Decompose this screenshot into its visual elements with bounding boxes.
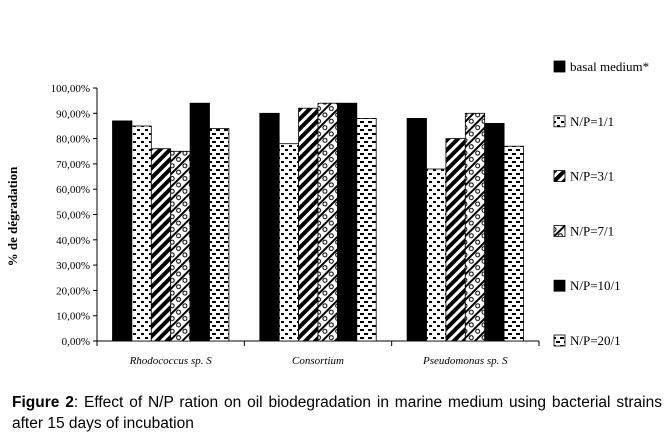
bar-n-p-20-1-0	[209, 128, 230, 342]
caption-label: Figure 2	[12, 394, 74, 411]
bar-n-p-1-1-2	[426, 168, 447, 342]
bar-n-p-10-1-0	[189, 102, 210, 342]
legend-label: N/P=3/1	[570, 169, 614, 184]
y-tick-label: 90,00%	[56, 108, 90, 120]
x-category-label: Rhodococcus sp. S	[129, 355, 213, 367]
y-tick-label: 50,00%	[56, 210, 90, 222]
bar-basal-medium--2	[406, 118, 427, 342]
bar-n-p-3-1-2	[445, 138, 466, 342]
bar-n-p-1-1-0	[131, 125, 152, 342]
y-tick-label: 60,00%	[56, 184, 90, 196]
y-tick-label: 40,00%	[56, 235, 90, 247]
bar-n-p-7-1-1	[317, 102, 338, 342]
legend-label: N/P=20/1	[570, 333, 621, 348]
bar-n-p-10-1-1	[336, 102, 358, 342]
bar-basal-medium--0	[112, 120, 133, 342]
x-category-label: Pseudomonas sp. S	[422, 355, 508, 367]
bar-n-p-3-1-1	[298, 107, 319, 342]
legend-swatch	[553, 279, 566, 292]
bar-n-p-20-1-1	[356, 118, 377, 342]
bars	[112, 102, 524, 342]
legend-swatch	[553, 224, 566, 237]
legend-swatch	[553, 115, 566, 128]
y-tick-label: 100,00%	[51, 83, 90, 95]
y-axis-title: % de dégradation	[5, 166, 20, 266]
bar-n-p-3-1-0	[150, 148, 172, 342]
bar-n-p-7-1-2	[464, 112, 486, 342]
legend-swatch	[553, 334, 566, 347]
legend-swatch	[553, 60, 566, 73]
legend-label: N/P=10/1	[570, 278, 621, 293]
legend-swatch	[553, 170, 566, 183]
y-tick-label: 10,00%	[56, 311, 90, 323]
bar-n-p-10-1-2	[484, 123, 505, 342]
legend-label: N/P=1/1	[570, 114, 614, 129]
legend-label: N/P=7/1	[570, 223, 614, 238]
bar-n-p-7-1-0	[170, 150, 191, 342]
bar-n-p-1-1-1	[278, 143, 300, 342]
y-tick-label: 80,00%	[56, 134, 90, 146]
caption-text: : Effect of N/P ration on oil biodegrada…	[12, 394, 662, 432]
y-tick-label: 70,00%	[56, 159, 90, 171]
y-tick-label: 0,00%	[62, 336, 90, 348]
y-tick-label: 30,00%	[56, 260, 90, 272]
legend: basal medium* N/P=1/1 N/P=3/1 N/P=7/1 N/P=10…	[553, 59, 649, 348]
bar-chart: 0,00% 10,00% 20,00% 30,00% 40,00% 50,00% 60,00…	[5, 59, 649, 367]
figure-caption: Figure 2: Effect of N/P ration on oil bi…	[12, 392, 662, 434]
y-tick-label: 20,00%	[56, 285, 90, 297]
x-category-label: Consortium	[292, 355, 344, 367]
bar-basal-medium--1	[259, 112, 280, 342]
legend-label: basal medium*	[570, 59, 649, 74]
bar-n-p-20-1-2	[503, 145, 524, 342]
